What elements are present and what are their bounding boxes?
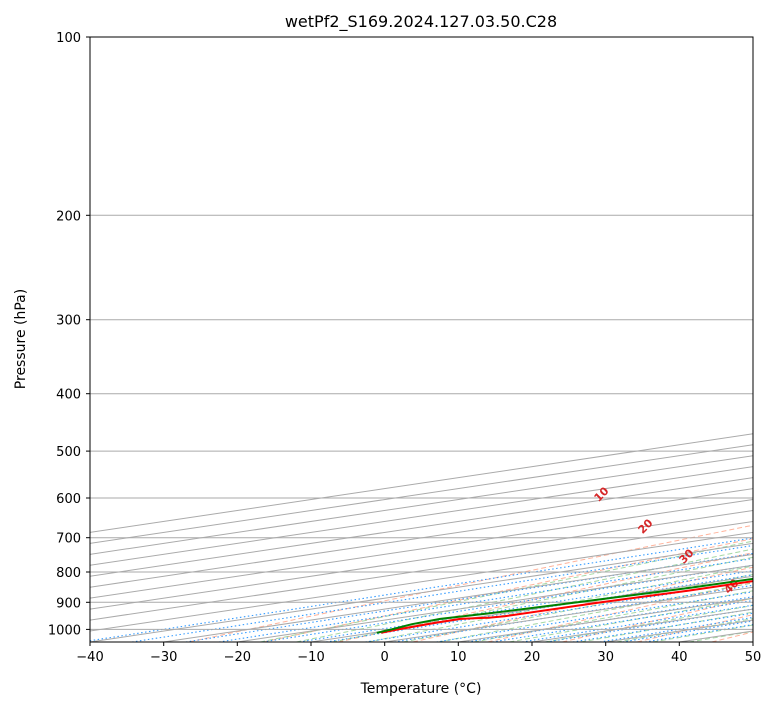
isotherm-line bbox=[90, 488, 753, 588]
grid-lines bbox=[90, 37, 753, 642]
adiabat-labels: 0.10.20.40.611.52346810131620253036-100-… bbox=[592, 484, 742, 596]
dry-adiabat-line bbox=[562, 597, 753, 642]
mixing-ratio-line bbox=[326, 574, 753, 642]
dry-adiabat-line bbox=[263, 538, 753, 642]
x-tick-label: −20 bbox=[224, 650, 251, 665]
x-tick-label: 0 bbox=[381, 650, 389, 665]
moist-adiabat-line bbox=[544, 604, 753, 642]
x-tick-label: 40 bbox=[671, 650, 688, 665]
mixing-ratio-line bbox=[131, 544, 753, 642]
dry-adiabat-line bbox=[636, 614, 753, 642]
dewpoint-profile-line bbox=[376, 577, 753, 634]
mixing-ratio-line bbox=[185, 553, 753, 642]
moist-adiabat-line bbox=[367, 565, 753, 642]
mixing-ratio-line bbox=[90, 537, 753, 642]
dry-adiabat-line bbox=[412, 566, 753, 642]
y-tick-label: 900 bbox=[56, 596, 81, 611]
isotherm-line bbox=[90, 455, 753, 555]
mixing-ratio-line bbox=[299, 570, 753, 642]
x-tick-label: 50 bbox=[745, 650, 762, 665]
profile-lines bbox=[376, 577, 753, 634]
x-axis-label: Temperature (°C) bbox=[360, 681, 482, 697]
y-tick-label: 200 bbox=[56, 209, 81, 224]
moist-adiabat-line bbox=[580, 611, 753, 642]
isotherm-line bbox=[679, 630, 753, 642]
moist-adiabat-line bbox=[616, 618, 753, 642]
moist-adiabat-line bbox=[438, 582, 753, 642]
y-tick-label: 100 bbox=[56, 31, 81, 46]
x-tick-label: −10 bbox=[297, 650, 324, 665]
isotherm-line bbox=[90, 509, 753, 610]
isotherm-line bbox=[90, 477, 753, 577]
y-tick-label: 700 bbox=[56, 532, 81, 547]
isotherm-line bbox=[90, 520, 753, 621]
isotherm-line bbox=[384, 586, 753, 642]
x-tick-label: −30 bbox=[150, 650, 177, 665]
moist-adiabat-line bbox=[473, 590, 753, 642]
dry-adiabat-line bbox=[487, 581, 753, 642]
axes: −40 −30 −20 −10 0 10 20 30 40 50 100 200 300 400 500 60… bbox=[48, 31, 761, 665]
dry-adiabat-label: 20 bbox=[636, 516, 656, 536]
isotherm-line bbox=[90, 433, 753, 533]
isotherm-line bbox=[90, 466, 753, 566]
isotherm-line bbox=[90, 531, 753, 632]
temperature-profile-line bbox=[381, 580, 753, 634]
dry-adiabat-label: 40 bbox=[722, 576, 742, 596]
y-axis-label: Pressure (hPa) bbox=[13, 289, 29, 389]
x-tick-label: 10 bbox=[450, 650, 467, 665]
y-tick-label: 600 bbox=[56, 492, 81, 507]
isotherm-line bbox=[458, 597, 753, 642]
x-tick-label: 30 bbox=[597, 650, 614, 665]
mixing-ratio-line bbox=[492, 599, 753, 642]
y-tick-label: 1000 bbox=[48, 623, 81, 638]
moist-adiabat-line bbox=[403, 573, 753, 642]
mixing-ratio-line bbox=[218, 557, 753, 642]
mixing-ratio-line bbox=[599, 616, 753, 642]
isotherm-line bbox=[90, 542, 753, 642]
mixing-ratio-line bbox=[572, 612, 753, 642]
moist-adiabat-line bbox=[296, 548, 753, 642]
x-tick-label: −40 bbox=[76, 650, 103, 665]
isotherm-line bbox=[531, 608, 753, 642]
mixing-ratio-line bbox=[522, 604, 753, 642]
y-tick-label: 500 bbox=[56, 445, 81, 460]
isotherm-line bbox=[90, 444, 753, 544]
y-tick-label: 800 bbox=[56, 566, 81, 581]
y-tick-label: 300 bbox=[56, 314, 81, 329]
moist-adiabat-line bbox=[509, 597, 753, 642]
x-tick-label: 20 bbox=[524, 650, 541, 665]
plot-frame bbox=[89, 36, 754, 643]
y-tick-label: 400 bbox=[56, 388, 81, 403]
isotherm-line bbox=[310, 575, 753, 642]
moist-adiabat-line bbox=[260, 540, 753, 642]
isotherm-line bbox=[752, 641, 753, 642]
chart-title: wetPf2_S169.2024.127.03.50.C28 bbox=[285, 12, 557, 32]
dry-adiabat-line bbox=[188, 524, 753, 642]
isotherm-line bbox=[90, 499, 753, 599]
